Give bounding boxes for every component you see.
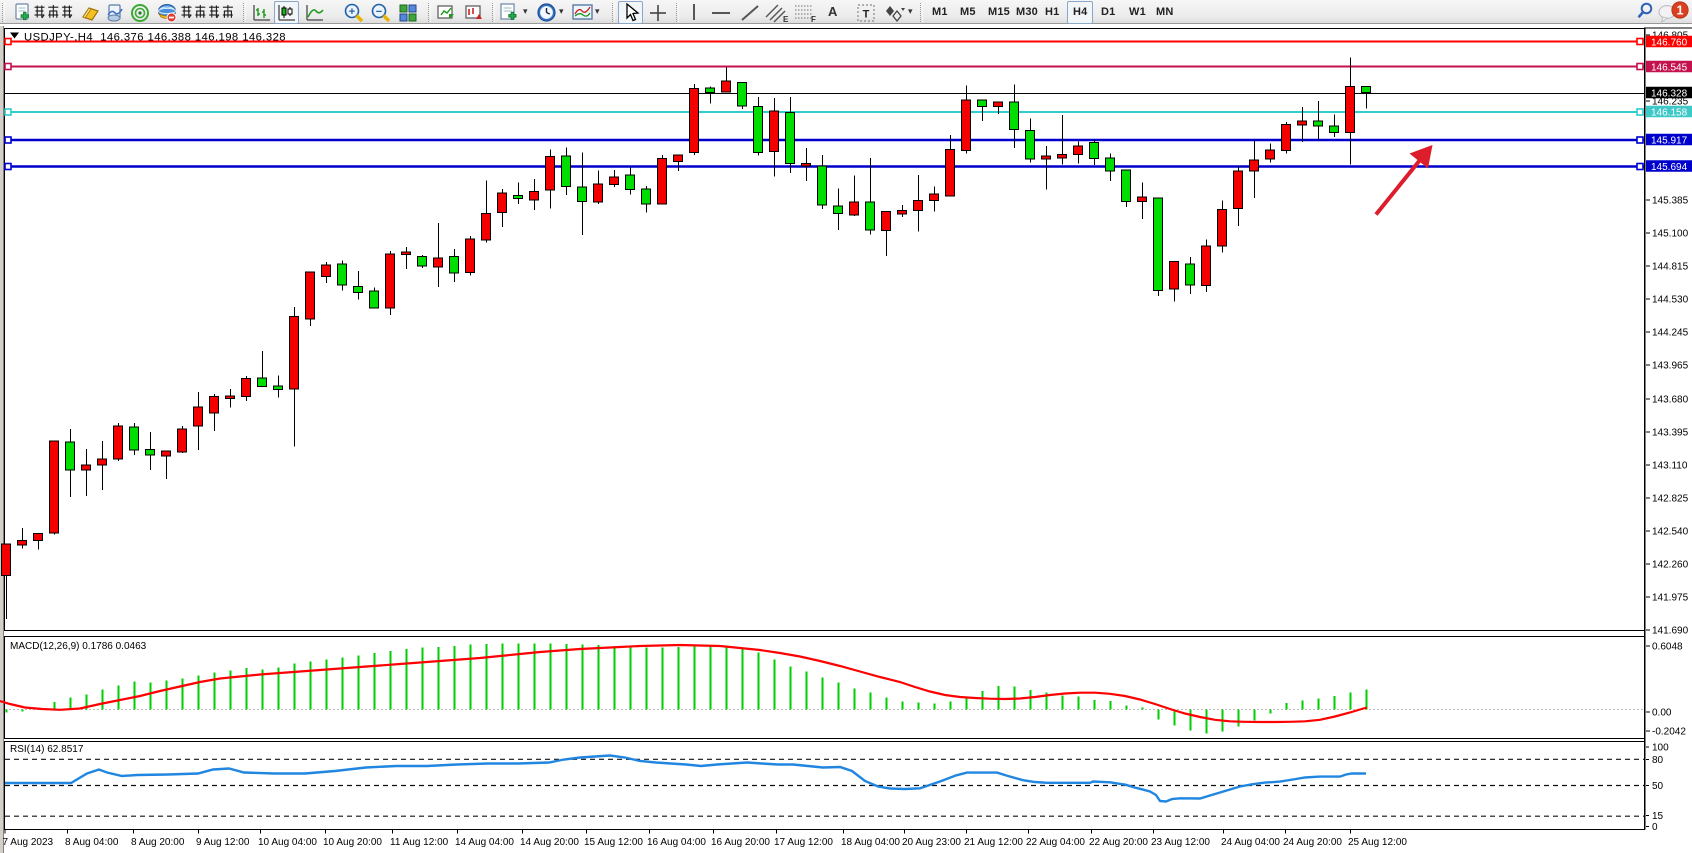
- svg-text:+: +: [349, 6, 355, 18]
- svg-text:143.395: 143.395: [1652, 428, 1689, 439]
- svg-text:143.680: 143.680: [1652, 395, 1689, 406]
- svg-text:21 Aug 12:00: 21 Aug 12:00: [964, 837, 1023, 848]
- svg-text:146.760: 146.760: [1651, 37, 1688, 48]
- svg-text:142.260: 142.260: [1652, 560, 1689, 571]
- svg-text:24 Aug 04:00: 24 Aug 04:00: [1221, 837, 1280, 848]
- svg-text:16 Aug 20:00: 16 Aug 20:00: [711, 837, 770, 848]
- svg-text:0.00: 0.00: [1652, 708, 1672, 719]
- svg-text:80: 80: [1652, 755, 1664, 766]
- svg-text:24 Aug 20:00: 24 Aug 20:00: [1283, 837, 1342, 848]
- svg-text:-0.2042: -0.2042: [1652, 727, 1686, 738]
- svg-text:145.917: 145.917: [1651, 135, 1688, 146]
- svg-text:17 Aug 12:00: 17 Aug 12:00: [774, 837, 833, 848]
- svg-text:145.694: 145.694: [1651, 162, 1688, 173]
- svg-text:F: F: [811, 15, 816, 23]
- svg-text:16 Aug 04:00: 16 Aug 04:00: [647, 837, 706, 848]
- svg-text:E: E: [783, 15, 789, 23]
- svg-text:15 Aug 12:00: 15 Aug 12:00: [584, 837, 643, 848]
- svg-text:8 Aug 04:00: 8 Aug 04:00: [65, 837, 119, 848]
- svg-text:142.825: 142.825: [1652, 494, 1689, 505]
- svg-text:1: 1: [1677, 3, 1684, 17]
- svg-text:144.245: 144.245: [1652, 328, 1689, 339]
- svg-text:8 Aug 20:00: 8 Aug 20:00: [131, 837, 185, 848]
- svg-text:146.328: 146.328: [1651, 88, 1688, 99]
- svg-text:−: −: [376, 6, 382, 18]
- svg-text:142.540: 142.540: [1652, 527, 1689, 538]
- svg-text:0: 0: [1652, 822, 1658, 833]
- svg-text:22 Aug 04:00: 22 Aug 04:00: [1026, 837, 1085, 848]
- svg-text:145.385: 145.385: [1652, 196, 1689, 207]
- svg-text:25 Aug 12:00: 25 Aug 12:00: [1348, 837, 1407, 848]
- svg-text:143.110: 143.110: [1652, 461, 1688, 472]
- svg-text:144.530: 144.530: [1652, 295, 1689, 306]
- svg-text:14 Aug 04:00: 14 Aug 04:00: [455, 837, 514, 848]
- svg-text:14 Aug 20:00: 14 Aug 20:00: [520, 837, 579, 848]
- svg-text:T: T: [863, 9, 870, 21]
- svg-text:146.158: 146.158: [1651, 107, 1688, 118]
- svg-text:146.235: 146.235: [1652, 97, 1689, 108]
- svg-text:141.690: 141.690: [1652, 626, 1689, 637]
- svg-text:10 Aug 04:00: 10 Aug 04:00: [258, 837, 317, 848]
- svg-text:23 Aug 12:00: 23 Aug 12:00: [1151, 837, 1210, 848]
- svg-text:RSI(14) 62.8517: RSI(14) 62.8517: [10, 744, 84, 755]
- svg-text:USDJPY-,H4 146.376 146.388 14: USDJPY-,H4 146.376 146.388 146.198 146.3…: [24, 32, 286, 44]
- svg-text:7 Aug 2023: 7 Aug 2023: [3, 837, 54, 848]
- svg-text:18 Aug 04:00: 18 Aug 04:00: [841, 837, 900, 848]
- svg-text:145.100: 145.100: [1652, 229, 1689, 240]
- svg-text:50: 50: [1652, 781, 1664, 792]
- svg-text:141.975: 141.975: [1652, 593, 1689, 604]
- svg-text:20 Aug 23:00: 20 Aug 23:00: [902, 837, 961, 848]
- svg-text:9 Aug 12:00: 9 Aug 12:00: [196, 837, 250, 848]
- svg-text:0.6048: 0.6048: [1652, 642, 1683, 653]
- svg-text:100: 100: [1652, 743, 1669, 754]
- svg-text:11 Aug 12:00: 11 Aug 12:00: [390, 837, 449, 848]
- svg-text:22 Aug 20:00: 22 Aug 20:00: [1089, 837, 1148, 848]
- svg-text:15: 15: [1652, 811, 1664, 822]
- svg-text:143.965: 143.965: [1652, 361, 1689, 372]
- svg-text:146.545: 146.545: [1651, 62, 1688, 73]
- svg-text:MACD(12,26,9) 0.1786 0.0463: MACD(12,26,9) 0.1786 0.0463: [10, 641, 147, 652]
- svg-text:10 Aug 20:00: 10 Aug 20:00: [323, 837, 382, 848]
- svg-text:144.815: 144.815: [1652, 262, 1689, 273]
